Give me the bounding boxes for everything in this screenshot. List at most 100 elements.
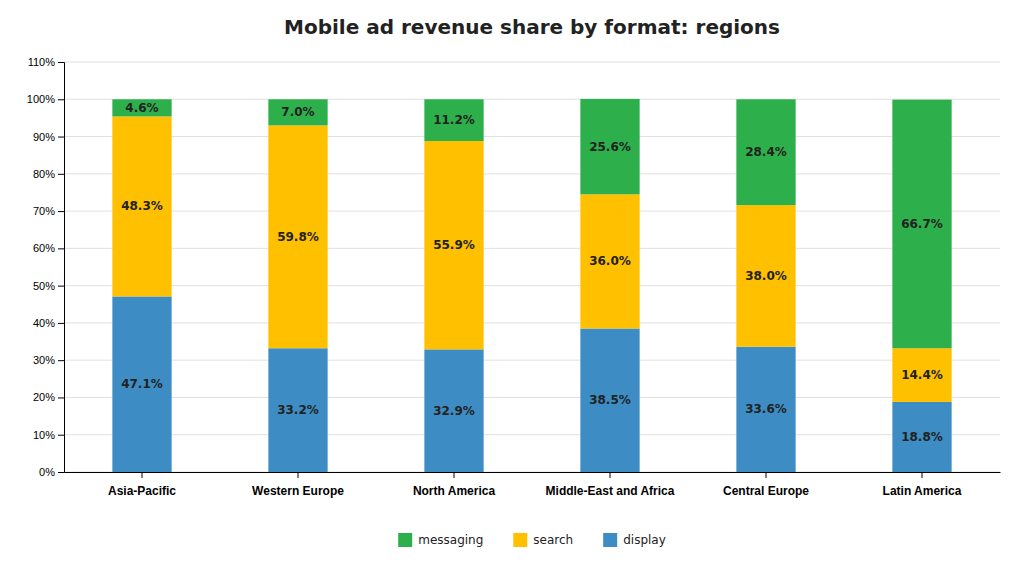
bars <box>112 99 951 472</box>
tick-label: Western Europe <box>252 484 344 498</box>
tick-label: Middle-East and Africa <box>546 484 675 498</box>
data-label: 38.5% <box>589 393 631 407</box>
bar <box>580 329 639 473</box>
x-axis: Asia-Pacific Western Europe North America M… <box>65 472 1001 498</box>
bar <box>112 99 171 116</box>
data-label: 4.6% <box>125 101 158 115</box>
grid-line <box>64 360 1000 361</box>
data-label: 59.8% <box>277 230 319 244</box>
data-label: 33.2% <box>277 403 319 417</box>
tick-label: 30% <box>33 354 55 366</box>
data-label: 28.4% <box>745 145 787 159</box>
series <box>112 296 951 472</box>
tick-mark <box>58 248 64 249</box>
data-label: 7.0% <box>281 105 314 119</box>
chart: 47.1%33.2%32.9%38.5%33.6%18.8%48.3%59.8%… <box>0 0 1024 572</box>
tick: Latin America <box>883 472 962 498</box>
bar <box>268 99 327 125</box>
grid-line <box>64 136 1000 137</box>
tick-label: 10% <box>33 429 55 441</box>
bar <box>892 100 951 349</box>
tick: 80% <box>33 168 64 180</box>
grid <box>64 62 1000 472</box>
data-label: 14.4% <box>901 368 943 382</box>
series <box>112 99 951 348</box>
tick: 10% <box>33 429 64 441</box>
grid-line <box>64 62 1000 63</box>
tick-mark <box>58 99 64 100</box>
grid-line <box>64 211 1000 212</box>
tick-label: 20% <box>33 391 55 403</box>
tick: 70% <box>33 205 64 217</box>
data-label: 25.6% <box>589 140 631 154</box>
tick-mark <box>298 472 299 478</box>
tick-mark <box>58 174 64 175</box>
bar <box>268 348 327 472</box>
tick-mark <box>766 472 767 478</box>
legend-label: display <box>623 533 666 547</box>
data-label: 18.8% <box>901 430 943 444</box>
tick-mark <box>58 472 64 473</box>
bar <box>736 205 795 347</box>
grid-line <box>64 322 1000 323</box>
legend-swatch <box>398 533 412 547</box>
tick: 50% <box>33 280 64 292</box>
tick-label: Asia-Pacific <box>108 484 176 498</box>
data-label: 66.7% <box>901 217 943 231</box>
tick: 100% <box>27 93 64 105</box>
tick: Western Europe <box>252 472 344 498</box>
tick: Asia-Pacific <box>108 472 176 498</box>
data-label: 33.6% <box>745 402 787 416</box>
grid-line <box>64 434 1000 435</box>
bar <box>892 348 951 402</box>
grid-line <box>64 173 1000 174</box>
bar <box>424 349 483 472</box>
bar <box>268 125 327 348</box>
tick-label: 90% <box>33 131 55 143</box>
bar <box>112 116 171 296</box>
data-label: 32.9% <box>433 404 475 418</box>
tick-mark <box>610 472 611 478</box>
grid-line <box>64 99 1000 100</box>
axis-line <box>65 472 1001 473</box>
bar <box>424 99 483 141</box>
tick: 90% <box>33 131 64 143</box>
data-label: 36.0% <box>589 254 631 268</box>
tick: 110% <box>28 56 64 68</box>
tick-label: 60% <box>33 242 55 254</box>
tick-mark <box>58 435 64 436</box>
tick-mark <box>142 472 143 478</box>
tick-mark <box>58 137 64 138</box>
bar <box>112 296 171 472</box>
legend-swatch <box>603 533 617 547</box>
tick-label: Latin America <box>883 484 962 498</box>
tick-label: 110% <box>28 56 56 68</box>
tick-label: 40% <box>33 317 55 329</box>
tick-label: North America <box>413 484 496 498</box>
tick-mark <box>58 286 64 287</box>
data-labels: 47.1%33.2%32.9%38.5%33.6%18.8%48.3%59.8%… <box>121 101 943 444</box>
tick-label: 80% <box>33 168 55 180</box>
bar <box>736 347 795 472</box>
tick: 40% <box>33 317 64 329</box>
legend-label: messaging <box>418 533 483 547</box>
tick: 20% <box>33 391 64 403</box>
tick: North America <box>413 472 496 498</box>
tick-mark <box>58 323 64 324</box>
tick-mark <box>58 397 64 398</box>
legend-item: search <box>513 533 573 547</box>
tick-mark <box>454 472 455 478</box>
title: Mobile ad revenue share by format: regio… <box>284 15 780 39</box>
bar <box>580 194 639 328</box>
tick-label: 0% <box>39 466 55 478</box>
grid-line <box>64 472 1000 473</box>
series <box>112 116 951 402</box>
y-axis: 0% 10% 20% 30% 40% 50% 60% 70% 80% 90% 100% 110% <box>27 56 65 478</box>
legend-swatch <box>513 533 527 547</box>
bar <box>580 99 639 194</box>
tick-mark <box>922 472 923 478</box>
bar <box>736 99 795 205</box>
tick-label: 50% <box>33 280 55 292</box>
tick-mark <box>58 360 64 361</box>
bar <box>892 402 951 472</box>
